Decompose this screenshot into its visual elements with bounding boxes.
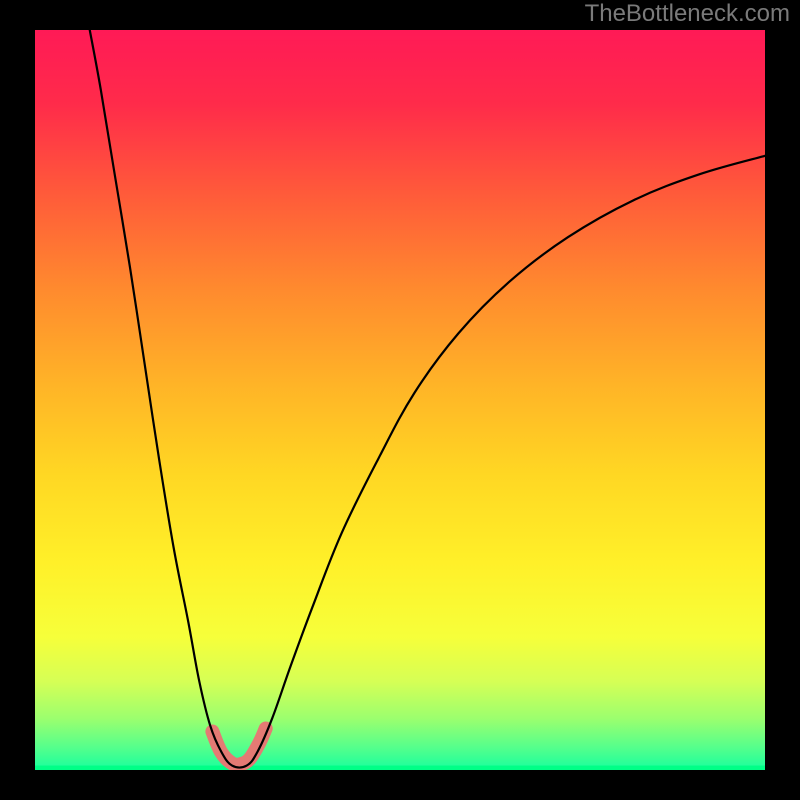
plot-area — [35, 30, 765, 770]
chart-svg — [35, 30, 765, 770]
watermark-text: TheBottleneck.com — [585, 0, 790, 28]
green-baseline-band — [35, 766, 765, 770]
chart-frame: TheBottleneck.com — [0, 0, 800, 800]
chart-background — [35, 30, 765, 770]
